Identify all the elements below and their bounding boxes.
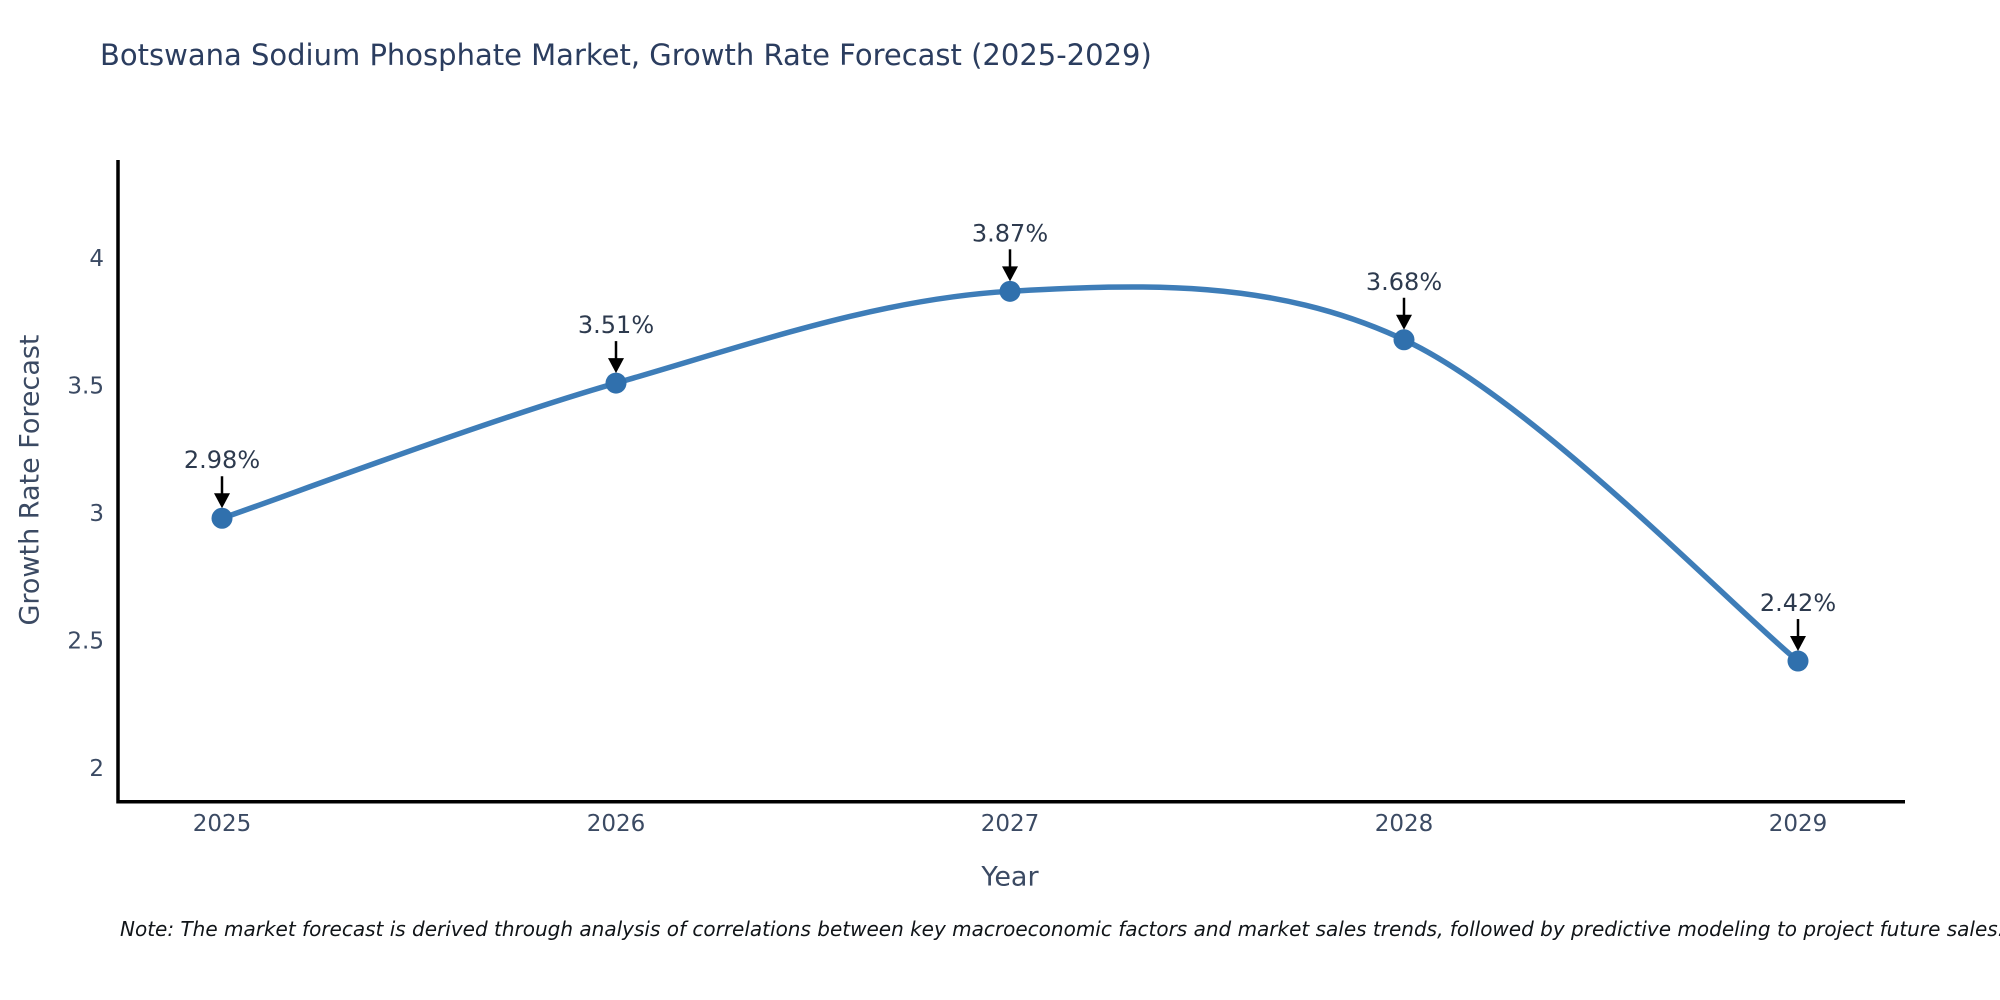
annotation-arrow-head <box>608 358 624 374</box>
annotation-arrow-head <box>214 493 230 509</box>
data-point-label: 2.42% <box>1760 589 1836 617</box>
data-point-label: 3.51% <box>578 311 654 339</box>
footnote: Note: The market forecast is derived thr… <box>120 917 2000 941</box>
y-tick-label: 2.5 <box>67 629 104 655</box>
forecast-line <box>219 284 1801 664</box>
data-point-label: 3.68% <box>1366 268 1442 296</box>
axis-spines <box>116 160 1905 804</box>
data-point-label: 2.98% <box>184 446 260 474</box>
chart-title: Botswana Sodium Phosphate Market, Growth… <box>100 38 1152 72</box>
data-point-marker <box>211 507 233 529</box>
data-point-marker <box>1393 329 1415 351</box>
y-tick-label: 4 <box>89 246 104 272</box>
x-tick-label: 2026 <box>587 811 646 837</box>
x-axis-title: Year <box>981 861 1039 893</box>
data-point-label: 3.87% <box>972 219 1048 247</box>
x-tick-label: 2028 <box>1375 811 1434 837</box>
data-point-marker <box>605 372 627 394</box>
y-tick-label: 3.5 <box>67 374 104 400</box>
annotation-arrow-head <box>1790 636 1806 652</box>
y-axis-title: Growth Rate Forecast <box>14 334 46 626</box>
annotation-arrow-head <box>1002 266 1018 282</box>
x-tick-label: 2027 <box>981 811 1040 837</box>
y-tick-label: 3 <box>89 501 104 527</box>
data-point-marker <box>1787 650 1809 672</box>
x-tick-label: 2025 <box>193 811 252 837</box>
y-tick-label: 2 <box>89 756 104 782</box>
annotation-arrow-head <box>1396 314 1412 330</box>
data-point-marker <box>999 280 1021 302</box>
x-tick-label: 2029 <box>1769 811 1828 837</box>
